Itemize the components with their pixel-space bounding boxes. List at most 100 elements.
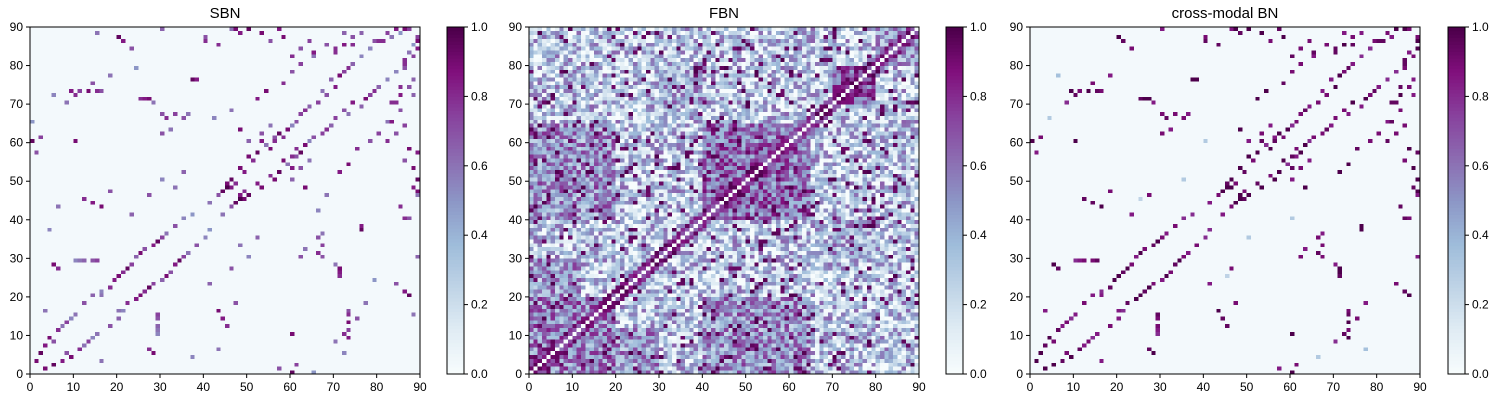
heatmap-cell	[95, 220, 100, 224]
heatmap-cell	[333, 301, 338, 305]
heatmap-cell	[286, 197, 291, 201]
heatmap-cell	[86, 201, 91, 205]
heatmap-cell	[329, 312, 334, 316]
heatmap-cell	[221, 366, 226, 370]
heatmap-cell	[225, 193, 230, 197]
heatmap-cell	[160, 297, 165, 301]
heatmap-cell	[177, 185, 182, 189]
heatmap-cell	[251, 305, 256, 309]
heatmap-cell	[151, 189, 156, 193]
heatmap-cell	[95, 274, 100, 278]
heatmap-cell	[160, 362, 165, 366]
heatmap-cell	[273, 289, 278, 293]
heatmap-cell	[333, 258, 338, 262]
heatmap-cell	[203, 212, 208, 216]
heatmap-cell	[273, 320, 278, 324]
heatmap-cell	[177, 308, 182, 312]
heatmap-cell	[333, 231, 338, 235]
heatmap-cell	[177, 332, 182, 336]
heatmap-cell	[281, 293, 286, 297]
heatmap-cell	[216, 305, 221, 309]
heatmap-cell	[264, 281, 269, 285]
heatmap-cell	[117, 158, 122, 162]
heatmap-cell	[268, 262, 273, 266]
heatmap-cell	[221, 247, 226, 251]
heatmap-cell	[377, 301, 382, 305]
heatmap-cell	[151, 359, 156, 363]
heatmap-cell	[164, 235, 169, 239]
heatmap-cell	[260, 285, 265, 289]
heatmap-cell	[86, 208, 91, 212]
heatmap-cell	[52, 235, 57, 239]
heatmap-cell	[329, 285, 334, 289]
heatmap-cell	[320, 247, 325, 251]
heatmap-cell	[290, 243, 295, 247]
heatmap-cell	[286, 362, 291, 366]
heatmap-cell	[112, 227, 117, 231]
heatmap-cell	[247, 285, 252, 289]
heatmap-cell	[39, 181, 44, 185]
heatmap-cell	[199, 312, 204, 316]
heatmap-cell	[411, 332, 416, 336]
heatmap-cell	[34, 359, 39, 363]
heatmap-cell	[130, 201, 135, 205]
heatmap-cell	[312, 181, 317, 185]
heatmap-cell	[225, 339, 230, 343]
heatmap-cell	[216, 235, 221, 239]
heatmap-cell	[147, 212, 152, 216]
heatmap-cell	[281, 258, 286, 262]
heatmap-cell	[212, 343, 217, 347]
heatmap-cell	[333, 281, 338, 285]
heatmap-cell	[95, 235, 100, 239]
heatmap-cell	[390, 320, 395, 324]
heatmap-cell	[56, 212, 61, 216]
heatmap-cell	[238, 247, 243, 251]
heatmap-cell	[182, 212, 187, 216]
heatmap-cell	[65, 270, 70, 274]
heatmap-cell	[277, 297, 282, 301]
heatmap-cell	[234, 251, 239, 255]
heatmap-cell	[355, 328, 360, 332]
heatmap-cell	[355, 335, 360, 339]
heatmap-cell	[195, 312, 200, 316]
heatmap-cell	[173, 158, 178, 162]
heatmap-cell	[216, 247, 221, 251]
heatmap-cell	[65, 220, 70, 224]
heatmap-cell	[134, 201, 139, 205]
heatmap-cell	[247, 193, 252, 197]
heatmap-cell	[186, 220, 191, 224]
heatmap-cell	[268, 347, 273, 351]
heatmap-cell	[69, 293, 74, 297]
heatmap-cell	[368, 208, 373, 212]
heatmap-cell	[346, 320, 351, 324]
heatmap-cell	[286, 212, 291, 216]
heatmap-cell	[242, 258, 247, 262]
heatmap-cell	[186, 297, 191, 301]
heatmap-cell	[195, 166, 200, 170]
heatmap-cell	[216, 174, 221, 178]
heatmap-cell	[86, 258, 91, 262]
heatmap-cell	[60, 308, 65, 312]
heatmap-cell	[234, 224, 239, 228]
heatmap-cell	[73, 316, 78, 320]
heatmap-cell	[351, 335, 356, 339]
heatmap-cell	[160, 227, 165, 231]
heatmap-cell	[281, 224, 286, 228]
heatmap-cell	[325, 297, 330, 301]
heatmap-cell	[294, 170, 299, 174]
heatmap-cell	[268, 208, 273, 212]
heatmap-cell	[273, 239, 278, 243]
heatmap-cell	[286, 162, 291, 166]
heatmap-cell	[199, 258, 204, 262]
heatmap-cell	[290, 320, 295, 324]
heatmap-cell	[299, 174, 304, 178]
heatmap-cell	[238, 189, 243, 193]
heatmap-cell	[238, 366, 243, 370]
heatmap-cell	[52, 262, 57, 266]
heatmap-cell	[138, 335, 143, 339]
heatmap-cell	[60, 312, 65, 316]
heatmap-cell	[39, 301, 44, 305]
heatmap-cell	[78, 312, 83, 316]
heatmap-cell	[134, 359, 139, 363]
heatmap-cell	[39, 174, 44, 178]
